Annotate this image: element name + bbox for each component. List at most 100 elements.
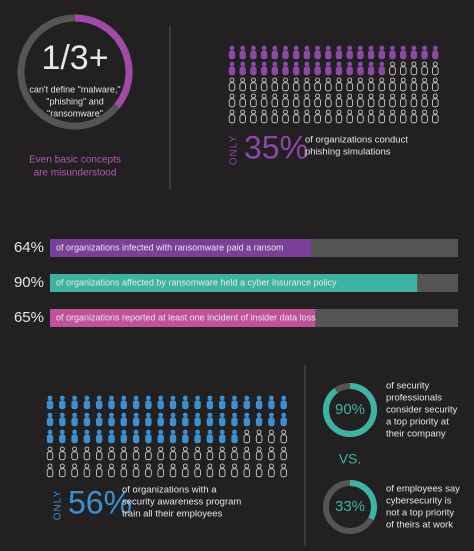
ring-arc [323, 383, 377, 437]
icon-body [335, 50, 343, 60]
ring-percent: 90% [335, 401, 365, 418]
icon-head [170, 395, 176, 401]
icon-body [389, 50, 396, 60]
icon-body [378, 50, 385, 60]
icon-head [250, 77, 256, 83]
icon-body [228, 114, 236, 124]
ring-text: not a top priority [386, 508, 454, 519]
icon-body [132, 468, 140, 478]
icon-body [228, 98, 236, 108]
icon-body [231, 417, 238, 427]
icon-head [219, 463, 225, 469]
icon-body [271, 114, 278, 124]
icon-body [59, 434, 66, 444]
icon-body [108, 468, 115, 478]
ring-arc [74, 14, 133, 109]
icon-body [182, 434, 189, 444]
icon-body [325, 66, 332, 76]
icon-head [325, 45, 331, 51]
icon-body [182, 451, 189, 461]
icon-head [315, 109, 321, 115]
icon-head [170, 446, 176, 452]
icon-body [169, 417, 177, 427]
icon-head [121, 463, 127, 469]
bar-percent: 90% [14, 274, 44, 291]
icon-head [207, 412, 213, 418]
icon-body [46, 400, 54, 410]
icon-body [194, 468, 201, 478]
icon-head [272, 93, 278, 99]
icon-head [272, 109, 278, 115]
icon-body [182, 417, 189, 427]
icon-head [229, 45, 235, 51]
ring-text: "phishing" and [46, 96, 103, 106]
icon-head [133, 463, 139, 469]
icon-head [121, 446, 127, 452]
icon-body [282, 114, 289, 124]
bar [50, 239, 312, 257]
bar-label: of organizations reported at least one i… [56, 312, 316, 322]
icon-body [399, 50, 407, 60]
icon-head [432, 93, 438, 99]
icon-body [145, 451, 152, 461]
icon-head [422, 61, 428, 67]
icon-body [120, 434, 127, 444]
icon-head [84, 395, 90, 401]
icon-body [399, 98, 407, 108]
icon-body [255, 451, 263, 461]
icon-body [71, 400, 78, 410]
icon-body [145, 417, 152, 427]
icon-head [281, 446, 287, 452]
icon-head [256, 463, 262, 469]
icon-body [120, 468, 127, 478]
vs: VS. [339, 451, 362, 467]
icon-body [239, 66, 246, 76]
icon-head [390, 109, 395, 115]
icon-head [84, 446, 90, 452]
icon-body [132, 451, 140, 461]
icon-head [293, 45, 299, 51]
icon-body [292, 82, 300, 92]
icon-head [357, 45, 363, 51]
icon-body [194, 451, 201, 461]
icon-head [347, 93, 353, 99]
icon-body [280, 400, 287, 410]
icon-body [228, 66, 236, 76]
icon-head [145, 412, 151, 418]
icon-body [421, 98, 428, 108]
icon-head [336, 45, 342, 51]
icon-body [280, 468, 287, 478]
icon-body [239, 50, 246, 60]
icon-head [244, 395, 250, 401]
icon-body [282, 98, 289, 108]
icon-body [292, 98, 300, 108]
icon-head [109, 412, 114, 418]
icon-body [399, 114, 407, 124]
icon-head [219, 446, 225, 452]
icon-head [336, 93, 342, 99]
ring-text: consider security [386, 405, 458, 416]
icon-body [71, 417, 78, 427]
icon-body [108, 400, 115, 410]
icon-head [357, 77, 363, 83]
icon-body [250, 50, 257, 60]
icon-body [335, 98, 343, 108]
icon-body [255, 468, 263, 478]
icon-head [347, 61, 353, 67]
icon-body [218, 400, 226, 410]
icon-head [133, 412, 139, 418]
icon-body [46, 451, 54, 461]
stat-text: of organizations with a [122, 485, 217, 496]
icon-body [96, 434, 103, 444]
icon-body [399, 82, 407, 92]
icon-head [84, 429, 90, 435]
icon-body [206, 434, 214, 444]
icon-head [145, 395, 151, 401]
icon-head [325, 109, 331, 115]
icon-head [422, 77, 428, 83]
icon-body [71, 468, 78, 478]
icon-body [399, 66, 407, 76]
icon-body [421, 66, 428, 76]
